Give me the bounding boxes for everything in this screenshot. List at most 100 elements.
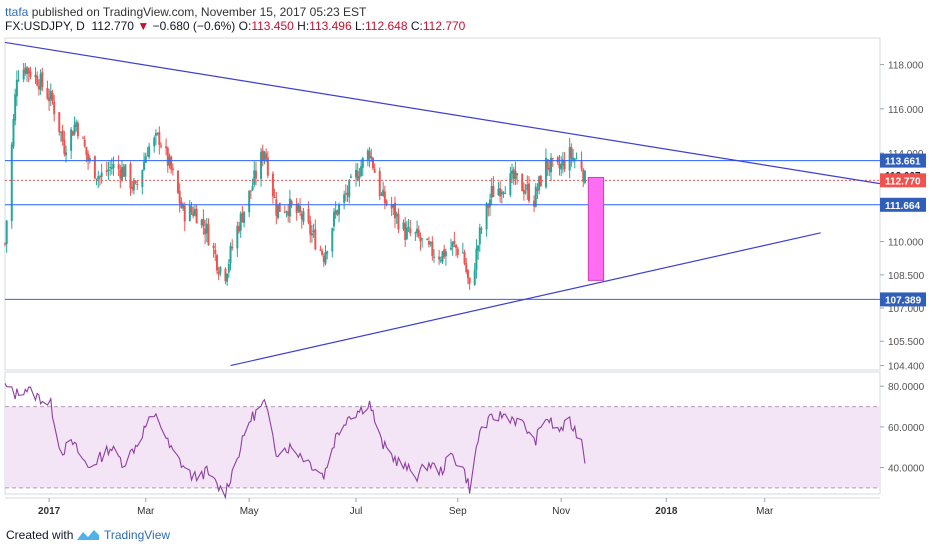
candle-body — [227, 263, 230, 273]
target-range-box — [587, 176, 605, 281]
candle-body — [383, 191, 386, 203]
candle-body — [441, 251, 444, 262]
candle-body — [297, 205, 300, 212]
candle-body — [326, 251, 329, 254]
candle-body — [160, 145, 163, 147]
candle-body — [431, 241, 434, 256]
candle-body — [71, 131, 74, 136]
open-value: 113.450 — [251, 19, 294, 33]
candle-body — [117, 164, 120, 169]
price-label-box — [880, 173, 926, 188]
candle-body — [522, 189, 525, 194]
rsi-tick-label: 60.0000 — [888, 423, 925, 434]
price-change: −0.680 (−0.6%) — [152, 19, 236, 33]
candle-body — [336, 210, 339, 216]
candle-body — [568, 147, 571, 171]
candle-body — [231, 246, 234, 249]
candle-body — [499, 188, 502, 197]
candle-body — [521, 174, 524, 192]
candle-body — [299, 206, 302, 213]
publish-info: published on TradingView.com, November 1… — [31, 5, 367, 19]
drawings[interactable] — [4, 41, 881, 367]
candle-body — [136, 183, 139, 186]
y-tick-label: 105.500 — [888, 337, 925, 348]
candle-body — [331, 228, 334, 252]
candle-body — [4, 243, 6, 245]
rsi-tick-label: 80.0000 — [888, 382, 925, 393]
candle-body — [48, 97, 51, 102]
candle-body — [195, 208, 198, 224]
price-chart[interactable]: 118.000116.000114.000110.000108.500107.0… — [0, 0, 932, 522]
candle-body — [409, 228, 412, 234]
candle-body — [226, 274, 229, 282]
candle-body — [229, 245, 232, 263]
candle-body — [348, 179, 351, 198]
price-label-box — [880, 292, 926, 307]
author-link[interactable]: ttafa — [5, 5, 29, 19]
candle-body — [322, 256, 325, 262]
price-label-box — [880, 153, 926, 168]
candle-body — [433, 256, 436, 258]
candle-body — [73, 124, 76, 135]
candle-body — [122, 166, 125, 177]
x-tick-label: Mar — [137, 506, 155, 517]
rsi-panel — [4, 383, 586, 500]
candle-body — [41, 72, 44, 87]
candle-body — [366, 150, 369, 161]
ascending-trendline — [230, 232, 821, 367]
candle-body — [238, 226, 241, 232]
chart-header: ttafa published on TradingView.com, Nove… — [0, 0, 932, 38]
candle-body — [129, 163, 132, 189]
candle-body — [556, 157, 559, 163]
price-label: 111.664 — [885, 201, 920, 212]
tradingview-brand[interactable]: TradingView — [104, 528, 171, 542]
candle-body — [171, 168, 174, 171]
candle-body — [243, 211, 246, 223]
candle-body — [563, 160, 566, 170]
candle-body — [182, 205, 185, 209]
candle-body — [75, 122, 78, 127]
candle-body — [312, 230, 315, 233]
candle-body — [385, 200, 388, 205]
candle-body — [538, 176, 541, 190]
footer: Created with TradingView — [0, 522, 932, 550]
candle-body — [451, 241, 454, 247]
candle-body — [275, 199, 278, 216]
candle-body — [260, 151, 263, 179]
candle-body — [373, 169, 376, 173]
candle-body — [394, 202, 397, 219]
x-tick-label: Mar — [756, 506, 774, 517]
candle-body — [192, 211, 195, 217]
candle-body — [287, 211, 290, 216]
candle-body — [87, 153, 90, 161]
x-tick-label: Jul — [350, 506, 363, 517]
rsi-tick-label: 40.0000 — [888, 464, 925, 475]
candle-body — [426, 239, 429, 241]
candle-body — [266, 157, 269, 176]
candle-body — [24, 67, 27, 74]
candle-body — [253, 170, 256, 185]
low-label: L: — [355, 19, 366, 33]
axes: 118.000116.000114.000110.000108.500107.0… — [38, 61, 926, 517]
candle-body — [93, 156, 96, 179]
candle-body — [241, 213, 244, 223]
y-tick-label: 107.000 — [888, 304, 925, 315]
candle-body — [485, 203, 488, 230]
descending-trendline — [4, 41, 881, 185]
candle-body — [58, 112, 61, 133]
candle-body — [478, 227, 481, 245]
candle-body — [207, 224, 210, 246]
candles — [4, 63, 586, 290]
close-value: 112.770 — [422, 19, 466, 33]
y-tick-label: 104.400 — [888, 362, 925, 373]
y-tick-label: 110.000 — [888, 238, 924, 249]
symbol-name[interactable]: FX:USDJPY, D — [5, 19, 85, 33]
candle-body — [582, 169, 585, 182]
candle-body — [153, 137, 156, 147]
candle-body — [251, 186, 254, 191]
candle-body — [82, 137, 85, 139]
candle-body — [200, 219, 203, 226]
candle-body — [121, 167, 124, 180]
candle-body — [26, 67, 29, 75]
candle-body — [183, 205, 186, 222]
